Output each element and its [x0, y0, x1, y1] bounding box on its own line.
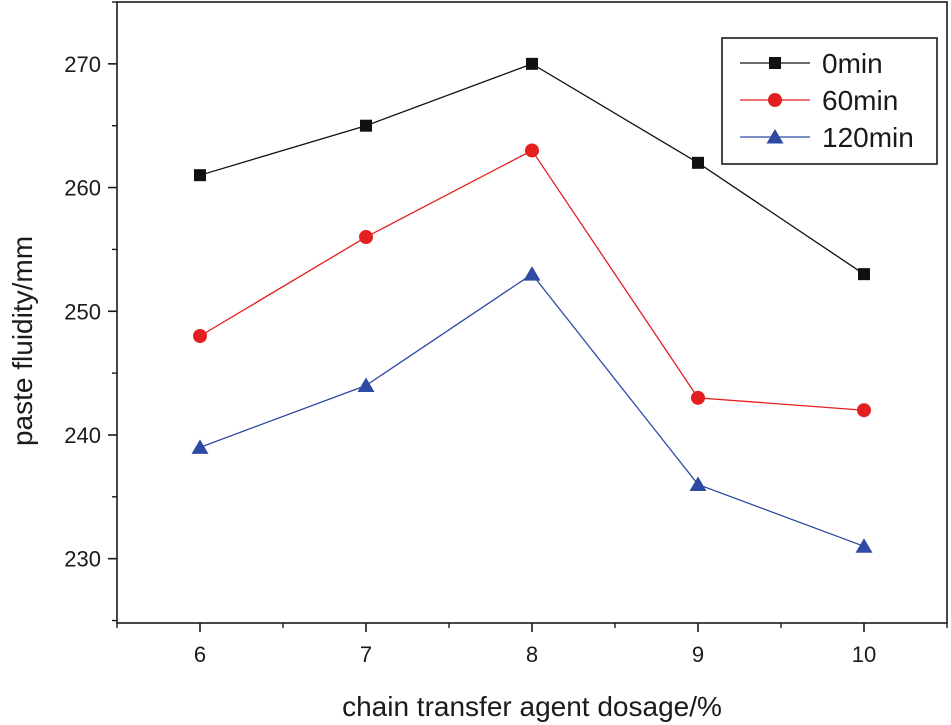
x-tick-label: 9	[692, 642, 704, 667]
x-tick-label: 6	[194, 642, 206, 667]
data-point-120min	[191, 439, 209, 454]
y-tick-label: 260	[64, 176, 101, 201]
data-point-0min	[526, 57, 538, 70]
legend-marker-60min	[768, 93, 782, 107]
axes: 6 7 8 9 10 230 240 250 260 270	[64, 1, 948, 667]
x-tick-label: 8	[526, 642, 538, 667]
legend-entry-120min: 120min	[740, 122, 914, 153]
data-point-0min	[858, 268, 870, 281]
data-point-60min	[193, 329, 207, 344]
data-point-60min	[691, 390, 705, 405]
legend: 0min 60min 120min	[721, 37, 938, 165]
series-120min	[191, 266, 873, 553]
legend-label-0min: 0min	[822, 48, 883, 79]
legend-entry-0min: 0min	[740, 48, 883, 79]
data-point-60min	[359, 230, 373, 245]
data-point-0min	[692, 156, 704, 169]
x-tick-label: 10	[852, 642, 876, 667]
series-60min	[193, 143, 871, 418]
data-point-0min	[194, 169, 206, 182]
x-axis-title: chain transfer agent dosage/%	[342, 691, 722, 722]
data-point-0min	[360, 119, 372, 132]
series-line-120min	[199, 273, 865, 547]
legend-label-60min: 60min	[822, 85, 898, 116]
data-point-60min	[857, 403, 871, 418]
data-point-120min	[357, 377, 375, 392]
series-0min	[194, 57, 870, 281]
data-point-120min	[855, 538, 873, 553]
legend-marker-120min	[766, 129, 784, 144]
legend-label-120min: 120min	[822, 122, 914, 153]
y-tick-label: 240	[64, 423, 101, 448]
y-axis-title: paste fluidity/mm	[7, 236, 38, 446]
x-tick-label: 7	[360, 642, 372, 667]
y-tick-label: 230	[64, 547, 101, 572]
series-layer	[191, 57, 873, 553]
data-point-60min	[525, 143, 539, 158]
legend-box	[721, 37, 938, 165]
y-tick-label: 250	[64, 299, 101, 324]
data-point-120min	[523, 266, 541, 281]
y-tick-label: 270	[64, 52, 101, 77]
legend-entry-60min: 60min	[740, 85, 898, 116]
legend-marker-0min	[769, 57, 781, 69]
data-point-120min	[689, 476, 707, 491]
